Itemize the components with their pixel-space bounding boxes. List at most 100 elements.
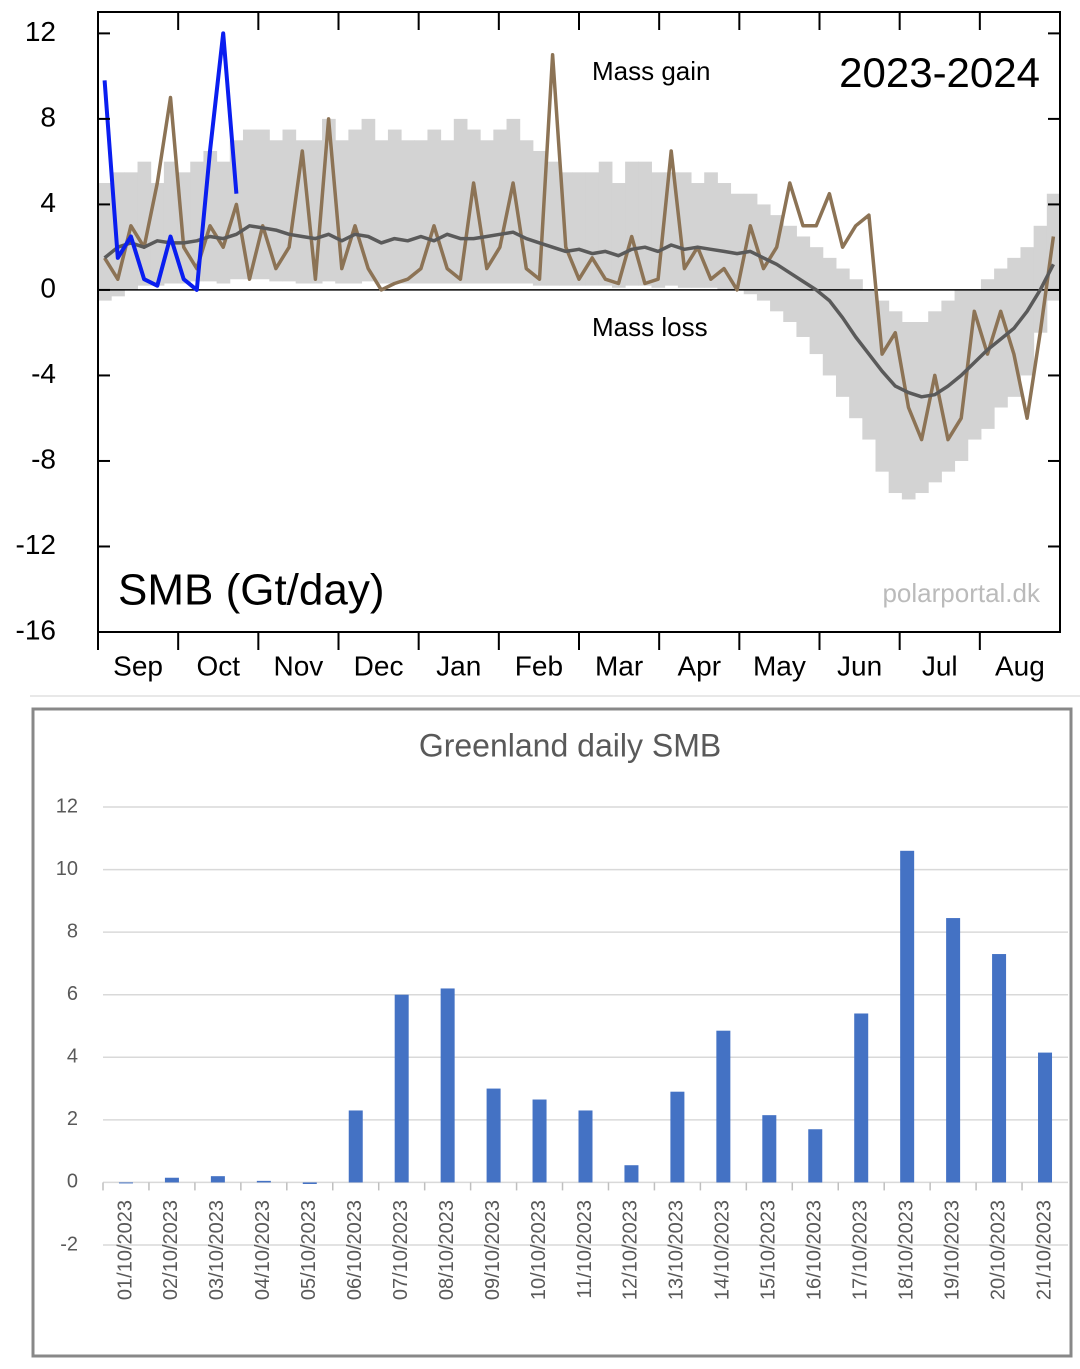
spread-band xyxy=(361,118,376,282)
spread-band xyxy=(98,183,112,301)
spread-band xyxy=(256,129,270,280)
x-tick-label: 07/10/2023 xyxy=(390,1200,412,1300)
annotation: Mass gain xyxy=(592,56,711,86)
x-tick-label: 21/10/2023 xyxy=(1033,1200,1055,1300)
x-tick-label: 14/10/2023 xyxy=(712,1200,734,1300)
y-tick-label: 4 xyxy=(40,187,56,218)
spread-band xyxy=(915,322,929,494)
x-tick-label: 05/10/2023 xyxy=(298,1200,320,1300)
y-tick-label: 12 xyxy=(25,16,56,47)
y-tick-label: -4 xyxy=(31,358,56,389)
x-tick-label: 09/10/2023 xyxy=(482,1200,504,1300)
spread-band xyxy=(796,236,811,337)
x-tick-label: Sep xyxy=(113,650,163,681)
x-tick-label: 15/10/2023 xyxy=(758,1200,780,1300)
spread-band xyxy=(348,129,363,284)
spread-band xyxy=(572,172,587,286)
spread-band xyxy=(546,161,560,286)
x-tick-label: 20/10/2023 xyxy=(987,1200,1009,1300)
spread-band xyxy=(822,257,837,376)
y-tick-label: -2 xyxy=(60,1233,78,1255)
spread-band xyxy=(743,193,758,295)
spread-band xyxy=(585,172,600,286)
chart-frame xyxy=(31,707,1073,1358)
bar xyxy=(1038,1052,1053,1183)
x-tick-label: Jul xyxy=(922,650,958,681)
annotation: Mass loss xyxy=(592,312,708,342)
y-tick-label: 4 xyxy=(67,1046,78,1068)
bar xyxy=(532,1099,547,1183)
spread-band xyxy=(322,118,336,282)
y-tick-label: 8 xyxy=(40,101,56,132)
spread-band xyxy=(440,140,455,284)
x-tick-label: 12/10/2023 xyxy=(620,1200,642,1300)
series-line xyxy=(103,224,1055,399)
chart-title: Greenland daily SMB xyxy=(419,727,721,763)
spread-band xyxy=(849,279,863,419)
spread-band xyxy=(374,140,389,284)
spread-band xyxy=(453,118,468,284)
source: polarportal.dk xyxy=(882,578,1041,608)
x-tick-label: 17/10/2023 xyxy=(849,1200,871,1300)
spread-band xyxy=(691,183,705,288)
bar xyxy=(394,994,409,1183)
y-tick-label: -8 xyxy=(31,443,56,474)
spread-band xyxy=(862,289,877,440)
x-tick-label: 01/10/2023 xyxy=(114,1200,136,1300)
spread-band xyxy=(625,161,639,286)
bar xyxy=(854,1013,869,1183)
x-tick-label: Jan xyxy=(436,650,481,681)
x-tick-label: Feb xyxy=(515,650,563,681)
x-tick-label: 03/10/2023 xyxy=(206,1200,228,1300)
spread-band xyxy=(506,118,521,284)
bar xyxy=(210,1176,225,1183)
spread-band xyxy=(427,129,442,284)
spread-band xyxy=(611,183,626,288)
y-tick-label: -12 xyxy=(16,529,56,560)
y-tick-label: 12 xyxy=(56,795,78,817)
bar xyxy=(118,1182,133,1184)
y-tick-label: 10 xyxy=(56,858,78,880)
x-tick-label: 13/10/2023 xyxy=(666,1200,688,1300)
chart-title: 2023-2024 xyxy=(839,49,1040,96)
y-tick-label: 0 xyxy=(67,1171,78,1193)
spread-band xyxy=(216,161,231,284)
x-tick-label: Jun xyxy=(837,650,882,681)
spread-band xyxy=(163,161,178,284)
spread-band xyxy=(401,140,415,284)
spread-band xyxy=(730,193,745,290)
x-tick-label: Nov xyxy=(274,650,324,681)
x-tick-label: Aug xyxy=(995,650,1045,681)
spread-band xyxy=(835,268,850,397)
x-tick-label: 04/10/2023 xyxy=(252,1200,274,1300)
spread-band xyxy=(466,129,481,284)
spread-band xyxy=(493,129,508,284)
spread-band xyxy=(150,183,165,286)
series-line xyxy=(102,31,239,292)
bar xyxy=(624,1165,639,1183)
bar xyxy=(440,988,455,1183)
spread-band xyxy=(242,129,257,280)
bar xyxy=(670,1091,685,1183)
x-tick-label: 19/10/2023 xyxy=(941,1200,963,1300)
x-tick-label: 06/10/2023 xyxy=(344,1200,366,1300)
y-tick-label: 2 xyxy=(67,1108,78,1130)
spread-band xyxy=(756,204,771,301)
spread-band xyxy=(269,140,283,282)
x-tick-label: 11/10/2023 xyxy=(574,1200,596,1299)
bar xyxy=(762,1115,777,1183)
spread-band xyxy=(414,140,428,284)
spread-band xyxy=(387,129,402,284)
x-tick-label: 02/10/2023 xyxy=(160,1200,182,1300)
spread-band xyxy=(809,247,824,355)
spread-band xyxy=(137,161,152,286)
bar xyxy=(256,1180,271,1183)
x-tick-label: May xyxy=(753,650,806,681)
x-tick-label: Mar xyxy=(595,650,643,681)
spread-band xyxy=(928,311,942,483)
bar xyxy=(164,1177,179,1183)
bar xyxy=(992,954,1007,1183)
spread-band xyxy=(532,150,547,286)
spread-band xyxy=(638,161,652,286)
